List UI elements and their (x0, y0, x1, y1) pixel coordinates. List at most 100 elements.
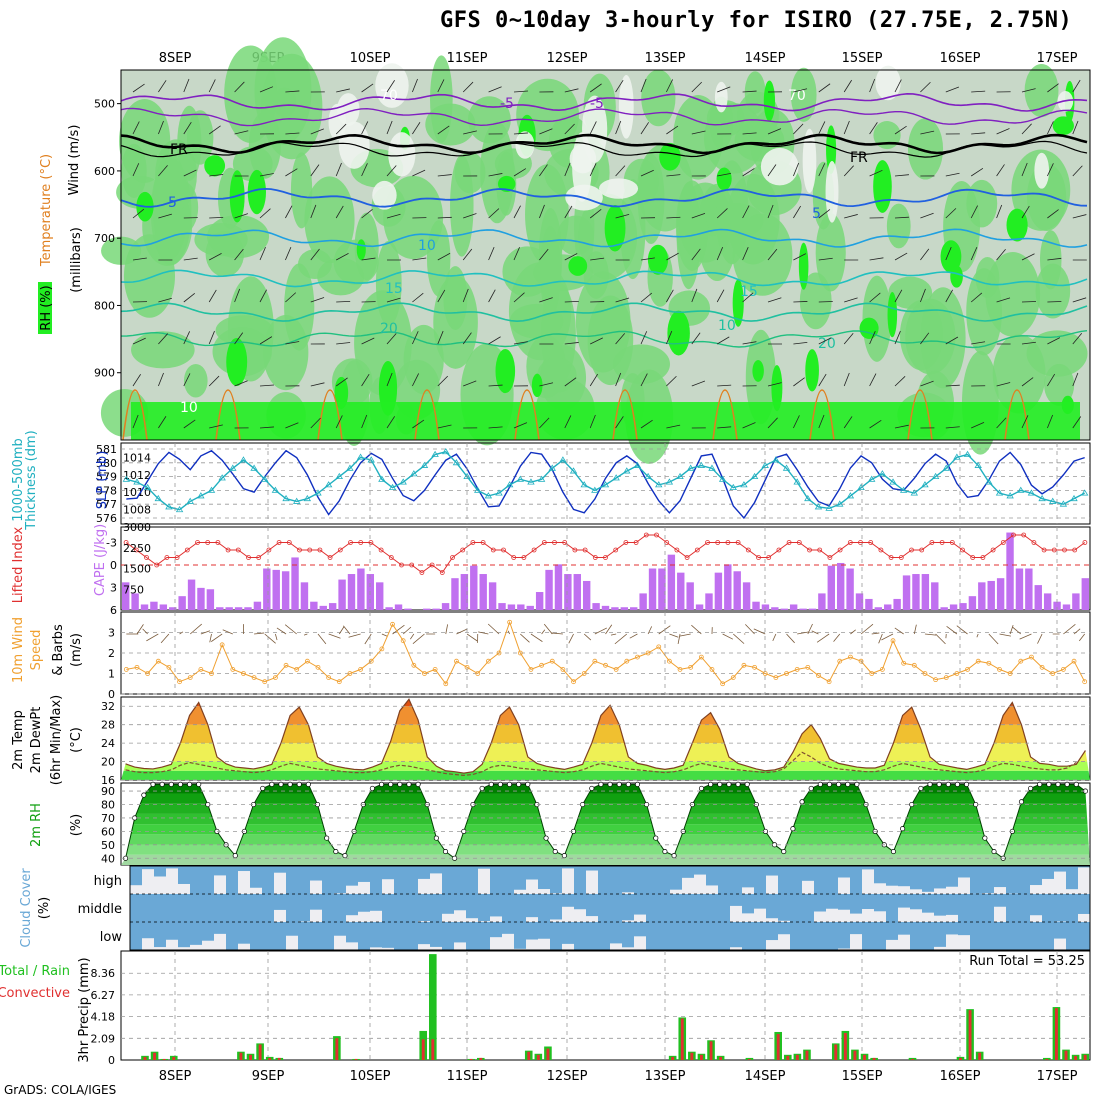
cloud-gap (142, 869, 154, 894)
date-label-bottom: 8SEP (159, 1069, 192, 1084)
cloud-gap (562, 868, 574, 894)
li-point (654, 532, 659, 538)
li-point (868, 540, 874, 545)
precip-convective-bar (853, 1050, 857, 1060)
wind-barb (285, 132, 300, 135)
cloud-gap (154, 947, 166, 950)
wind-barb (158, 120, 164, 135)
wind-barb (437, 375, 449, 387)
wind-barb (691, 212, 706, 219)
wind-barb (666, 174, 681, 177)
cape-bar (545, 569, 553, 610)
rh-point (589, 785, 595, 791)
wind-point (965, 667, 970, 672)
li-point (399, 562, 404, 568)
wind-point (954, 671, 960, 676)
rh-band (121, 793, 1090, 804)
wind-barb (717, 426, 732, 429)
rh-field (557, 215, 594, 256)
wind-barb (970, 205, 978, 219)
li-point (960, 547, 965, 553)
cape-bar (291, 557, 299, 610)
thickness-point (250, 464, 258, 471)
wind-barb (259, 86, 274, 93)
wind-point (262, 679, 268, 685)
wind-barb (920, 248, 930, 261)
thickness-point (1038, 494, 1046, 502)
cloud-gap (610, 943, 622, 950)
wind-point (432, 667, 438, 672)
wind-point (347, 671, 353, 676)
cape-bar (799, 608, 807, 610)
wind-barb (488, 208, 500, 219)
wind-point (890, 638, 896, 644)
cloud-gap (994, 887, 1006, 894)
rh-point (177, 781, 183, 787)
li-point (980, 555, 986, 560)
wind-point (666, 658, 672, 664)
rh-field (183, 364, 208, 398)
thickness-point (484, 492, 493, 499)
wind-point (613, 667, 619, 672)
rh-point (187, 781, 193, 787)
cloud-gap (910, 909, 922, 922)
precip-tick-label: 4.18 (91, 1011, 116, 1024)
wind-barb (742, 247, 749, 261)
wind-barb (437, 125, 450, 135)
cloud-gap (946, 886, 958, 894)
cloud-row-label: high (94, 874, 122, 889)
wind-barb (1072, 297, 1087, 303)
precip-convective-bar (162, 1058, 166, 1060)
wind-point (1029, 654, 1034, 660)
rh-point (506, 781, 513, 787)
cloud-gap (358, 881, 370, 894)
contour-label: 5 (812, 206, 821, 222)
cape-bar (582, 580, 591, 610)
wind-barb (818, 163, 826, 177)
wind-barb (894, 216, 910, 219)
wind-barb (513, 205, 521, 219)
wind-barb (158, 213, 172, 219)
cloud-gap (502, 933, 514, 950)
wind-barb (767, 204, 774, 219)
wind-barb-10m (816, 633, 830, 643)
rh-point (808, 785, 814, 791)
wind-barb-10m (871, 632, 880, 635)
thickness-point (261, 475, 269, 482)
rh-field-bright (887, 292, 898, 338)
wind-barb (742, 132, 757, 135)
svg-text:Lifted Index: Lifted Index (11, 526, 26, 603)
wind-barb (818, 257, 833, 261)
wind-barb (717, 172, 732, 177)
wind-barb-10m (913, 624, 917, 635)
wind-barb (132, 374, 141, 387)
precip-convective-bar (834, 1044, 838, 1060)
wind-barb (513, 168, 527, 177)
precip-convective-bar (153, 1052, 157, 1060)
wind-barb (259, 426, 274, 429)
cloud-gap (586, 916, 598, 922)
cloud-gap (838, 948, 850, 950)
wind-barb (818, 373, 827, 387)
wind-barb (869, 169, 883, 177)
svg-text:(m/s): (m/s) (69, 633, 84, 667)
legend-convective: Convective (0, 986, 70, 1001)
wind-barb-10m (1009, 625, 1014, 635)
thickness-point (1049, 497, 1057, 504)
li-point (297, 547, 302, 553)
wind-barb (793, 88, 808, 93)
wind-barb-10m (691, 624, 702, 635)
wind-barb (589, 163, 597, 177)
cape-bar (216, 607, 224, 610)
wind-barb-10m (317, 633, 327, 645)
rh-point (625, 781, 631, 787)
wind-barb-10m (520, 633, 530, 643)
temp-tick-label: 28 (101, 719, 115, 732)
rh-point (817, 781, 823, 787)
wind-barb-10m (146, 633, 159, 642)
cloud-gap (814, 911, 826, 922)
cloud-gap (886, 939, 898, 950)
rh-field-bright (732, 279, 744, 327)
cape-bar (150, 601, 158, 610)
